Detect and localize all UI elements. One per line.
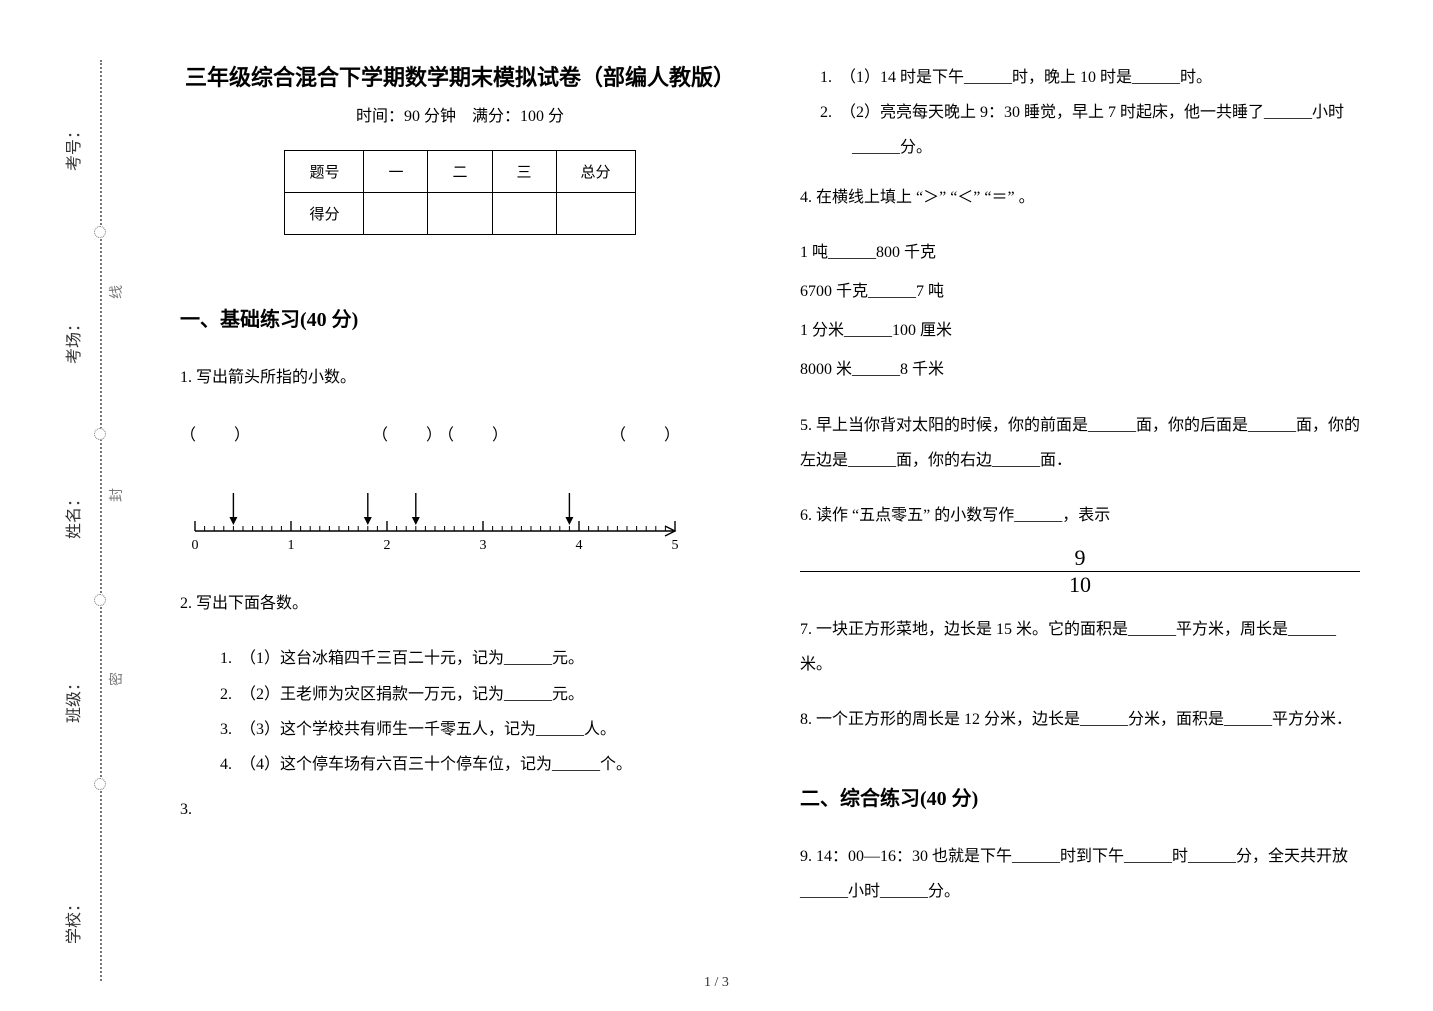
q3-item-text: （2）亮亮每天晚上 9：30 睡觉，早上 7 时起床，他一共睡了______小时… [848, 104, 1344, 156]
page: 考号： 考场： 姓名： 班级： 学校： 线 封 密 三年级综合混合下学期数学期末… [0, 0, 1433, 1011]
gutter-label-room: 考场： [60, 316, 84, 364]
score-cell [428, 193, 492, 235]
svg-text:2: 2 [384, 538, 391, 553]
question-text: 4. 在横线上填上 “＞” “＜” “＝” 。 [800, 189, 1035, 206]
paren-slot: （ ） [372, 421, 432, 445]
q2-item: 1. （1）这台冰箱四千三百二十元，记为______元。 [220, 641, 740, 676]
paren-slot: （ ） [438, 421, 478, 445]
gutter-label-examno: 考号： [60, 123, 84, 171]
fraction-numerator: 9 [800, 547, 1360, 572]
page-footer: 1 / 3 [0, 975, 1433, 991]
question-5: 5. 早上当你背对太阳的时候，你的前面是______面，你的后面是______面… [800, 408, 1360, 478]
score-header: 三 [492, 151, 556, 193]
q4-line: 6700 千克______7 吨 [800, 274, 1360, 309]
table-row: 得分 [285, 193, 635, 235]
gutter-hint-xian: 线 [106, 279, 126, 299]
q1-answer-slots: （ ） （ ） （ ） （ ） [180, 421, 740, 445]
section-1-heading: 一、基础练习(40 分) [180, 303, 740, 332]
gutter-label-name: 姓名： [60, 491, 84, 539]
gutter-circle [94, 428, 106, 440]
page-title: 三年级综合混合下学期数学期末模拟试卷（部编人教版） [180, 60, 740, 92]
score-header: 总分 [556, 151, 635, 193]
score-cell [492, 193, 556, 235]
q4-line: 1 吨______800 千克 [800, 235, 1360, 270]
question-1: 1. 写出箭头所指的小数。 [180, 360, 740, 395]
score-cell [364, 193, 428, 235]
q3-item-text: （1）14 时是下午______时，晚上 10 时是______时。 [848, 69, 1212, 86]
gutter-label-school: 学校： [60, 896, 84, 944]
question-9: 9. 14：00—16：30 也就是下午______时到下午______时___… [800, 839, 1360, 909]
paren-slot: （ ） [610, 421, 670, 445]
fraction-9-10: 9 10 [800, 547, 1360, 596]
q3-item: 1. （1）14 时是下午______时，晚上 10 时是______时。 [820, 60, 1360, 95]
q2-item: 3. （3）这个学校共有师生一千零五人，记为______人。 [220, 712, 740, 747]
q2-item-text: （3）这个学校共有师生一千零五人，记为______人。 [248, 721, 616, 738]
svg-text:0: 0 [192, 538, 199, 553]
question-8: 8. 一个正方形的周长是 12 分米，边长是______分米，面积是______… [800, 702, 1360, 737]
q2-item: 4. （4）这个停车场有六百三十个停车位，记为______个。 [220, 747, 740, 782]
gutter-circle [94, 778, 106, 790]
gutter-circle [94, 226, 106, 238]
q2-item-text: （1）这台冰箱四千三百二十元，记为______元。 [248, 650, 584, 667]
score-cell [556, 193, 635, 235]
q4-line: 1 分米______100 厘米 [800, 313, 1360, 348]
score-header: 题号 [285, 151, 364, 193]
page-subtitle: 时间：90 分钟 满分：100 分 [180, 102, 740, 126]
binding-gutter: 考号： 考场： 姓名： 班级： 学校： 线 封 密 [60, 60, 140, 981]
svg-text:4: 4 [576, 538, 583, 553]
table-row: 题号 一 二 三 总分 [285, 151, 635, 193]
svg-text:1: 1 [288, 538, 295, 553]
score-header: 二 [428, 151, 492, 193]
question-text: 1. 写出箭头所指的小数。 [180, 369, 356, 386]
q1-number-line: 0 1 2 3 4 5 [180, 471, 740, 566]
score-table: 题号 一 二 三 总分 得分 [284, 150, 635, 235]
q2-item-text: （2）王老师为灾区捐款一万元，记为______元。 [248, 686, 584, 703]
number-line-svg: 0 1 2 3 4 5 [180, 471, 700, 561]
score-header: 一 [364, 151, 428, 193]
section-2-heading: 二、综合练习(40 分) [800, 782, 1360, 811]
svg-text:3: 3 [480, 538, 487, 553]
question-3: 3. [180, 792, 740, 827]
q2-item-text: （4）这个停车场有六百三十个停车位，记为______个。 [248, 756, 632, 773]
gutter-hint-feng: 封 [106, 482, 126, 502]
svg-text:5: 5 [672, 538, 679, 553]
gutter-dotted-line [100, 60, 102, 981]
score-rowlabel: 得分 [285, 193, 364, 235]
question-text: 3. [180, 801, 192, 818]
question-6: 6. 读作 “五点零五” 的小数写作______，表示 [800, 498, 1360, 533]
q4-line: 8000 米______8 千米 [800, 352, 1360, 387]
question-2: 2. 写出下面各数。 [180, 586, 740, 621]
gutter-circle [94, 594, 106, 606]
fraction-denominator: 10 [800, 572, 1360, 596]
question-7: 7. 一块正方形菜地，边长是 15 米。它的面积是______平方米，周长是__… [800, 612, 1360, 682]
gutter-label-class: 班级： [60, 675, 84, 723]
question-4: 4. 在横线上填上 “＞” “＜” “＝” 。 [800, 180, 1360, 215]
column-right: 1. （1）14 时是下午______时，晚上 10 时是______时。 2.… [800, 60, 1360, 981]
q3-item: 2. （2）亮亮每天晚上 9：30 睡觉，早上 7 时起床，他一共睡了_____… [820, 95, 1360, 165]
question-text: 2. 写出下面各数。 [180, 595, 308, 612]
paren-slot: （ ） [180, 421, 240, 445]
content-columns: 三年级综合混合下学期数学期末模拟试卷（部编人教版） 时间：90 分钟 满分：10… [180, 60, 1383, 981]
column-left: 三年级综合混合下学期数学期末模拟试卷（部编人教版） 时间：90 分钟 满分：10… [180, 60, 740, 981]
q2-item: 2. （2）王老师为灾区捐款一万元，记为______元。 [220, 677, 740, 712]
gutter-hint-mi: 密 [106, 666, 126, 686]
